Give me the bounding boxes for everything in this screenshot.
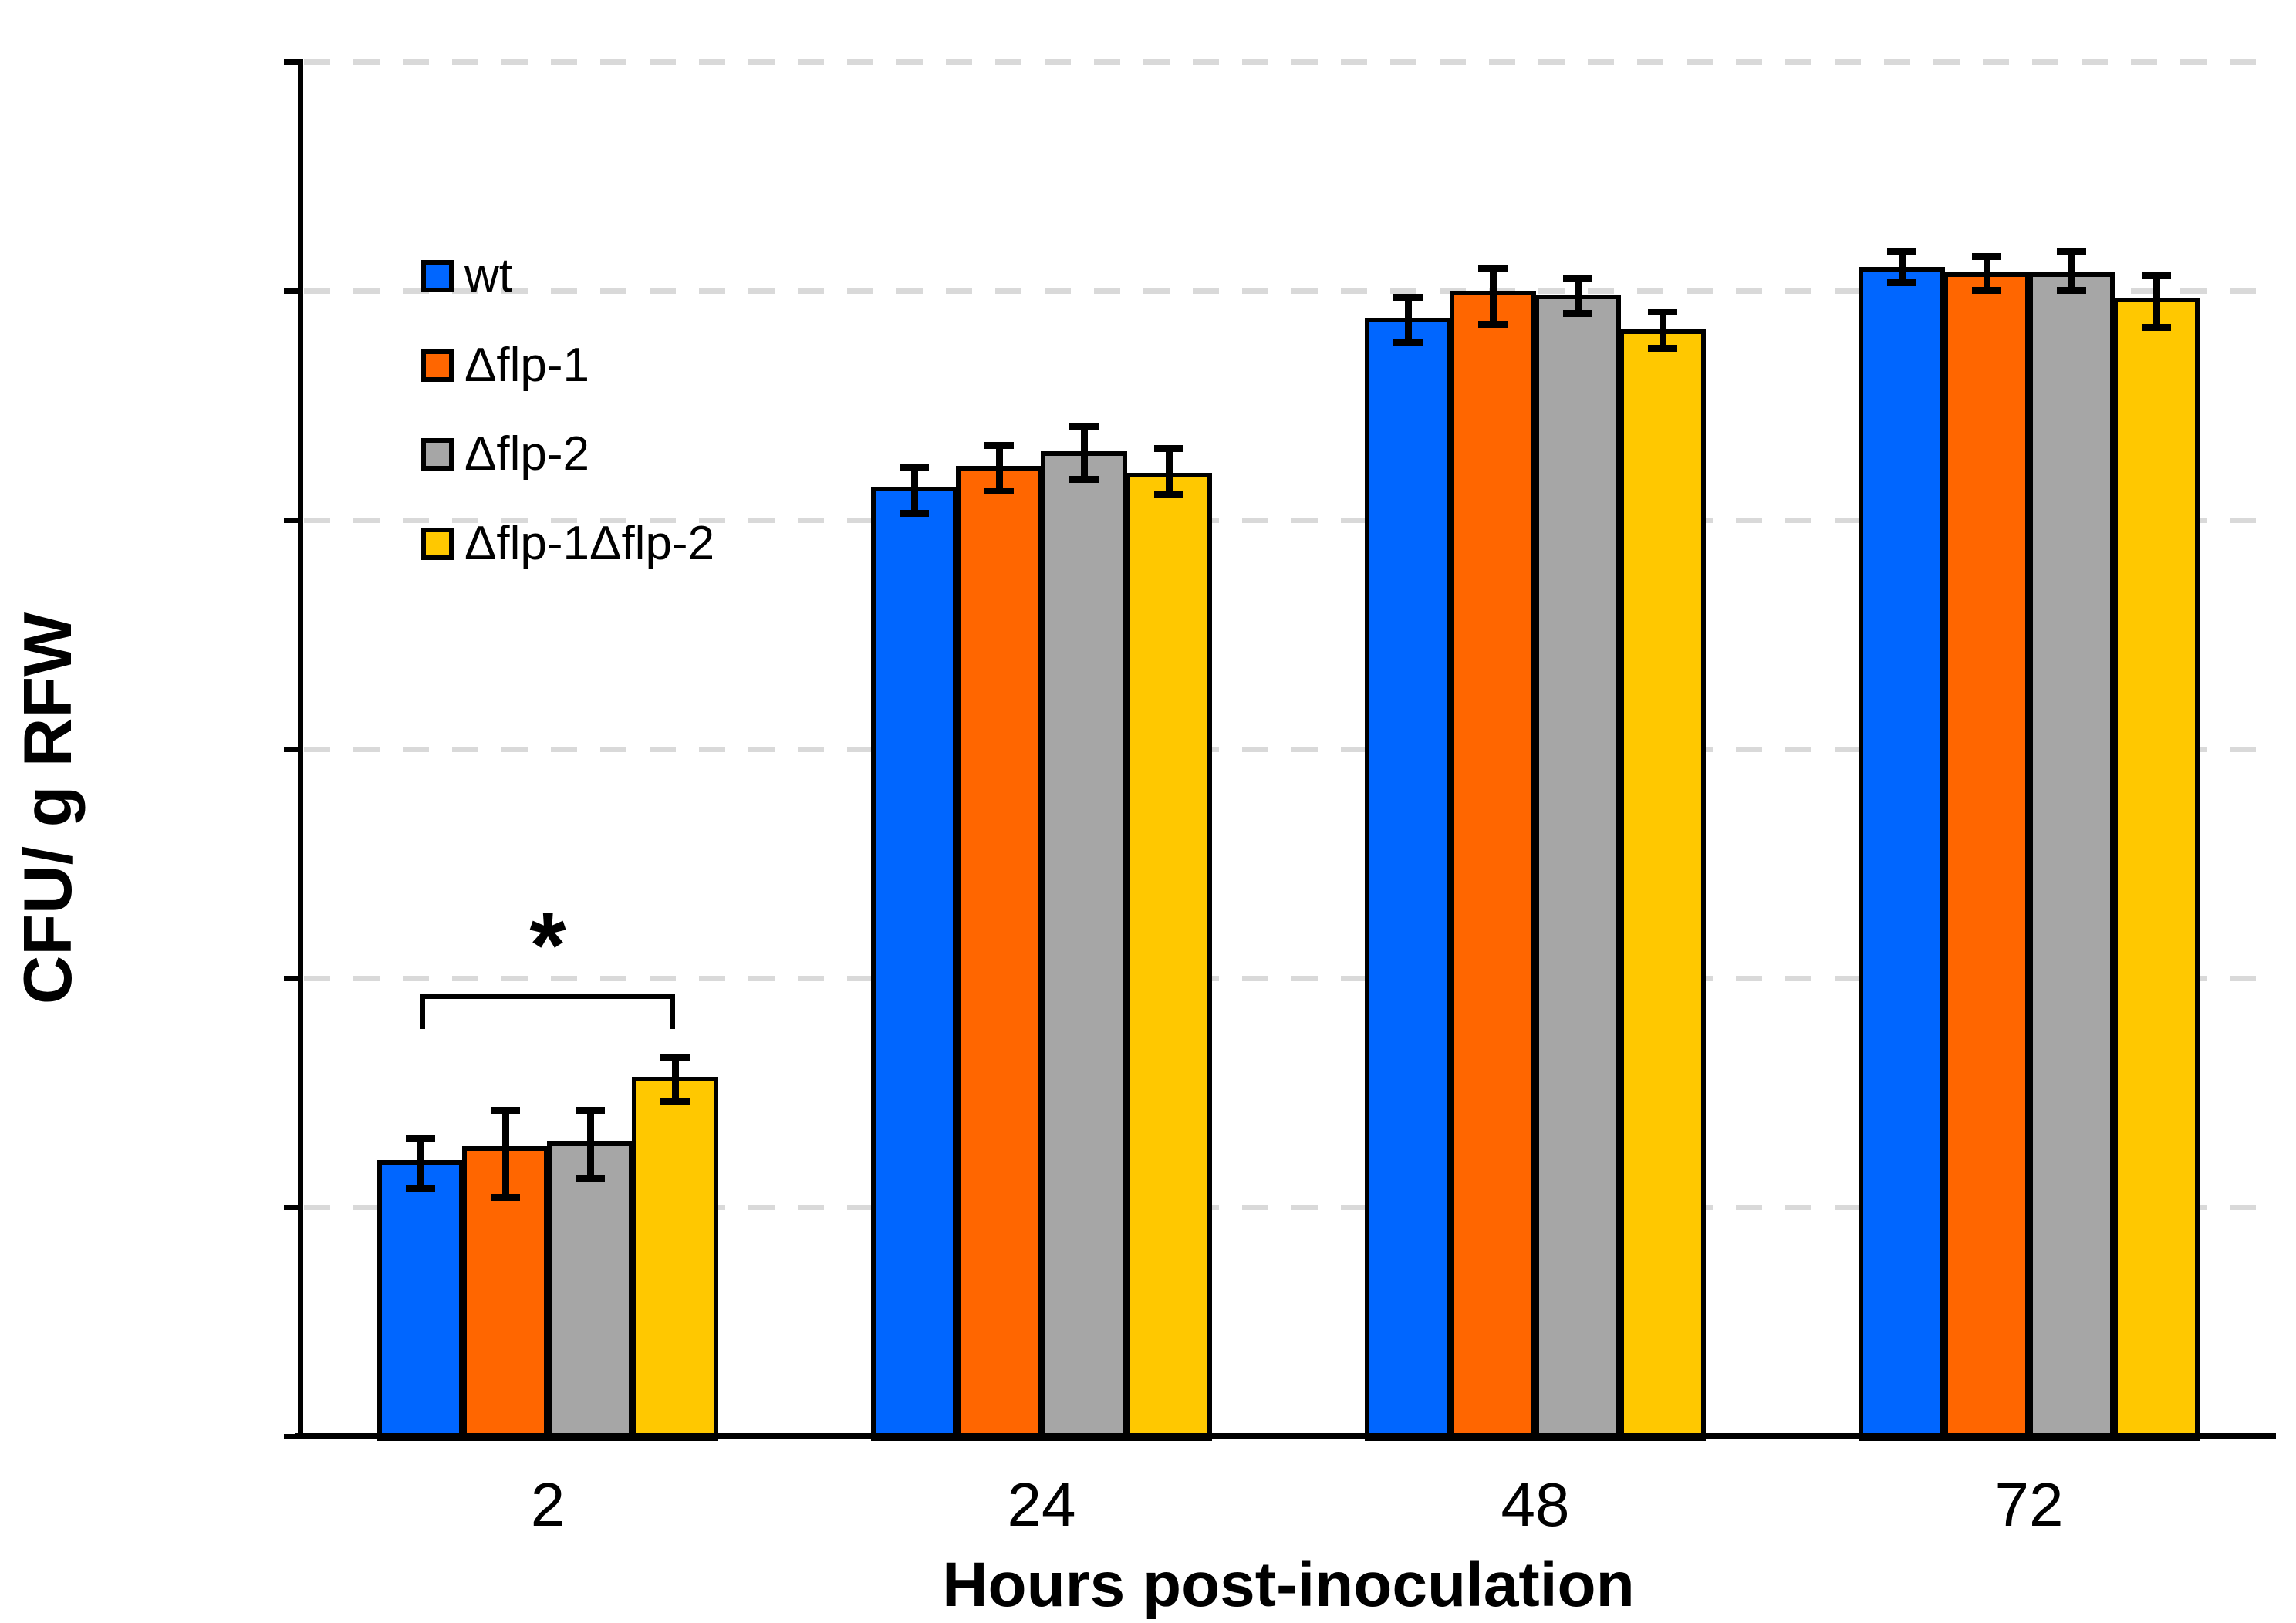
error-bar-line — [1659, 312, 1666, 349]
bar-Δflp-1Δflp-2-24h — [1126, 473, 1212, 1441]
error-bar-cap-bottom — [1563, 310, 1592, 318]
bar-wt-24h — [871, 486, 957, 1441]
error-bar-cap-bottom — [1648, 344, 1677, 352]
error-bar-line — [671, 1057, 679, 1102]
y-axis-tick — [284, 59, 301, 65]
gridline — [304, 288, 2276, 294]
bar-wt-48h — [1365, 318, 1451, 1441]
error-bar-line — [2152, 275, 2160, 328]
significance-bracket — [420, 994, 675, 1029]
legend-swatch — [421, 438, 454, 471]
gridline — [304, 747, 2276, 752]
error-bar-cap-bottom — [1972, 287, 2001, 294]
bar-wt-72h — [1859, 267, 1945, 1441]
error-bar-cap-bottom — [1154, 491, 1183, 498]
legend-item-Δflp-1Δflp-2: Δflp-1Δflp-2 — [421, 517, 714, 571]
error-bar-cap-top — [660, 1054, 690, 1061]
error-bar-cap-top — [2142, 272, 2171, 279]
error-bar-line — [910, 467, 918, 515]
error-bar-line — [2068, 251, 2075, 291]
error-bar-line — [501, 1110, 509, 1198]
error-bar-cap-top — [984, 442, 1014, 450]
legend-swatch — [421, 260, 454, 292]
gridline — [304, 59, 2276, 65]
legend-label: wt — [464, 249, 512, 302]
error-bar-line — [1574, 278, 1582, 315]
error-bar-cap-top — [1648, 309, 1677, 316]
error-bar-cap-bottom — [491, 1193, 520, 1201]
error-bar-line — [1489, 268, 1497, 326]
legend-item-Δflp-2: Δflp-2 — [421, 427, 589, 481]
bar-Δflp-1-24h — [956, 466, 1042, 1441]
legend-swatch — [421, 349, 454, 382]
significance-asterisk: * — [529, 892, 566, 998]
bar-Δflp-1Δflp-2-2h — [632, 1077, 718, 1441]
error-bar-line — [1983, 255, 1990, 291]
legend-label: Δflp-1Δflp-2 — [464, 516, 715, 570]
error-bar-line — [995, 445, 1003, 492]
error-bar-cap-top — [1887, 248, 1916, 255]
error-bar-cap-top — [2057, 248, 2086, 256]
y-axis-tick — [284, 518, 301, 523]
gridline — [304, 518, 2276, 523]
legend-item-Δflp-1: Δflp-1 — [421, 339, 589, 393]
error-bar-cap-top — [491, 1107, 520, 1115]
x-category-label: 2 — [530, 1470, 566, 1539]
x-axis-line — [295, 1433, 2276, 1439]
error-bar-cap-bottom — [660, 1097, 690, 1105]
error-bar-cap-top — [1972, 252, 2001, 260]
legend-label: Δflp-1 — [464, 338, 590, 392]
error-bar-cap-bottom — [900, 510, 929, 518]
bar-Δflp-1Δflp-2-48h — [1619, 329, 1706, 1441]
error-bar-cap-top — [1478, 265, 1508, 272]
error-bar-line — [586, 1110, 594, 1179]
error-bar-cap-bottom — [576, 1175, 605, 1183]
error-bar-cap-top — [900, 464, 929, 471]
error-bar-line — [417, 1138, 424, 1189]
legend-label: Δflp-2 — [464, 427, 590, 481]
y-axis-tick — [284, 976, 301, 981]
x-category-label: 48 — [1501, 1470, 1570, 1539]
error-bar-cap-top — [576, 1107, 605, 1115]
error-bar-cap-bottom — [1478, 321, 1508, 329]
y-axis-tick — [284, 1434, 301, 1439]
legend-swatch — [421, 527, 454, 560]
y-axis-title: CFU/ g RFW — [9, 612, 86, 1005]
error-bar-line — [1898, 251, 1906, 284]
error-bar-cap-bottom — [984, 488, 1014, 495]
error-bar-cap-bottom — [2057, 287, 2086, 294]
bar-Δflp-2-48h — [1535, 295, 1621, 1441]
bar-Δflp-2-2h — [547, 1140, 633, 1441]
error-bar-cap-top — [1393, 293, 1423, 301]
bar-Δflp-2-72h — [2028, 272, 2115, 1441]
legend-item-wt: wt — [421, 249, 512, 303]
gridline — [304, 976, 2276, 981]
error-bar-cap-top — [406, 1135, 435, 1142]
bar-Δflp-2-24h — [1041, 450, 1127, 1441]
error-bar-cap-top — [1069, 422, 1099, 430]
error-bar-cap-bottom — [406, 1185, 435, 1193]
gridline — [304, 1205, 2276, 1210]
x-category-label: 24 — [1007, 1470, 1076, 1539]
x-axis-title: Hours post-inoculation — [942, 1550, 1635, 1620]
error-bar-cap-bottom — [2142, 323, 2171, 331]
y-axis-tick — [284, 1205, 301, 1210]
error-bar-cap-top — [1563, 275, 1592, 283]
error-bar-cap-bottom — [1887, 279, 1916, 287]
error-bar-cap-top — [1154, 444, 1183, 452]
bar-wt-2h — [377, 1160, 464, 1441]
y-axis-tick — [284, 747, 301, 752]
error-bar-line — [1404, 296, 1412, 344]
y-axis-line — [298, 59, 303, 1439]
bar-Δflp-1-48h — [1450, 291, 1536, 1441]
y-axis-tick — [284, 288, 301, 294]
error-bar-cap-bottom — [1069, 475, 1099, 483]
bar-Δflp-1-72h — [1943, 272, 2030, 1441]
x-category-label: 72 — [1994, 1470, 2064, 1539]
error-bar-cap-bottom — [1393, 339, 1423, 347]
error-bar-line — [1080, 425, 1088, 480]
error-bar-line — [1165, 447, 1173, 495]
bar-Δflp-1Δflp-2-72h — [2113, 298, 2200, 1441]
